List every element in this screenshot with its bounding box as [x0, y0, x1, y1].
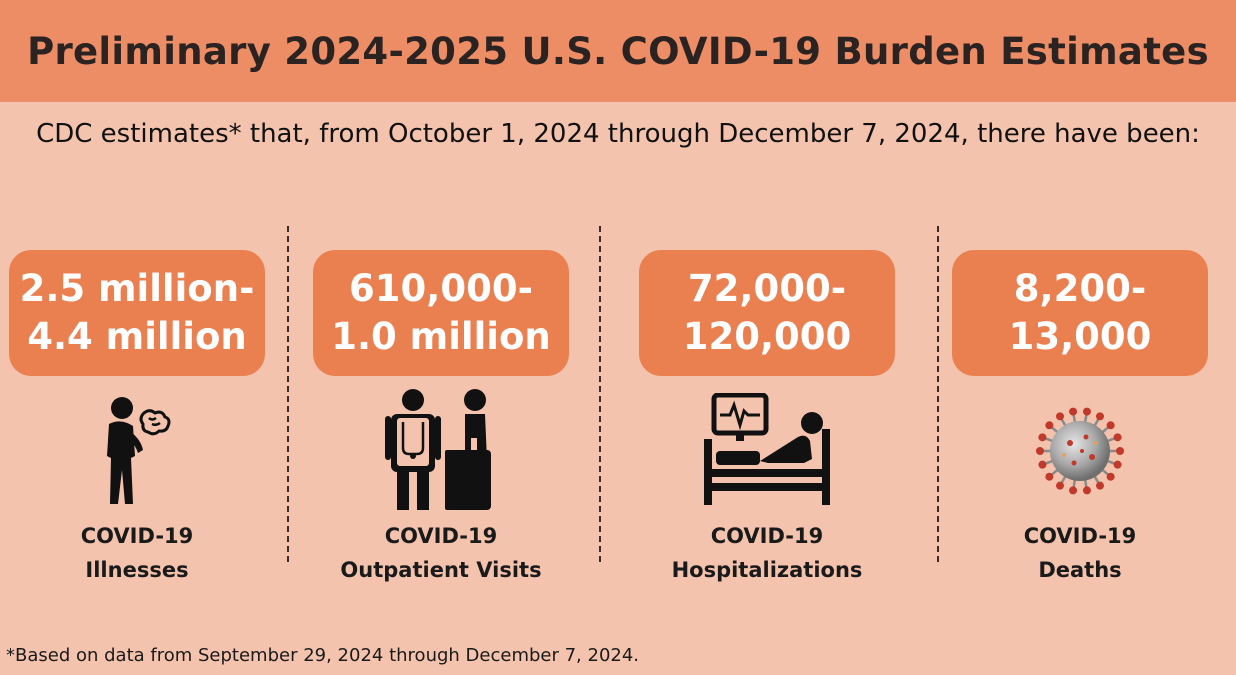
stat-label-line1: COVID-19 — [384, 524, 498, 548]
estimate-range-top: 610,000- — [349, 267, 533, 310]
estimate-pill: 610,000- 1.0 million — [313, 250, 569, 376]
stat-label: COVID-19 Deaths — [1024, 519, 1137, 587]
stat-illnesses: 2.5 million- 4.4 million COVID-19 Illnes… — [0, 250, 277, 587]
intro-text: CDC estimates* that, from October 1, 202… — [36, 119, 1200, 149]
estimate-range-top: 8,200- — [1013, 267, 1147, 310]
doctor-patient-icon — [381, 388, 501, 513]
estimate-range-top: 72,000- — [687, 267, 847, 310]
hospital-bed-icon — [702, 388, 832, 513]
sick-person-icon — [97, 388, 177, 513]
estimate-range-top: 2.5 million- — [19, 267, 255, 310]
column-divider — [599, 226, 601, 562]
estimate-range-bottom: 120,000 — [682, 315, 852, 358]
estimate-pill: 2.5 million- 4.4 million — [9, 250, 265, 376]
column-divider — [287, 226, 289, 562]
stat-label-line1: COVID-19 — [710, 524, 824, 548]
stat-label-line2: Illnesses — [85, 558, 189, 582]
stat-label-line1: COVID-19 — [1023, 524, 1137, 548]
page-title: Preliminary 2024-2025 U.S. COVID-19 Burd… — [27, 29, 1209, 73]
stat-outpatient-visits: 610,000- 1.0 million COVID-19 Outpatient… — [301, 250, 581, 587]
stat-deaths: 8,200- 13,000 COVID-19 Deaths — [940, 250, 1220, 587]
column-divider — [937, 226, 939, 562]
stat-label-line2: Outpatient Visits — [340, 558, 542, 582]
stat-label: COVID-19 Hospitalizations — [672, 519, 863, 587]
estimate-range-bottom: 4.4 million — [27, 315, 247, 358]
estimate-range-bottom: 13,000 — [1008, 315, 1152, 358]
estimate-range-bottom: 1.0 million — [331, 315, 551, 358]
virus-icon — [1034, 388, 1126, 513]
estimate-pill: 8,200- 13,000 — [952, 250, 1208, 376]
stat-label: COVID-19 Illnesses — [81, 519, 194, 587]
stat-hospitalizations: 72,000- 120,000 COVID-19 Hospitalization… — [627, 250, 907, 587]
stat-label: COVID-19 Outpatient Visits — [340, 519, 541, 587]
stat-label-line1: COVID-19 — [80, 524, 194, 548]
header-banner: Preliminary 2024-2025 U.S. COVID-19 Burd… — [0, 0, 1236, 102]
estimate-pill: 72,000- 120,000 — [639, 250, 895, 376]
stat-label-line2: Deaths — [1038, 558, 1122, 582]
footnote: *Based on data from September 29, 2024 t… — [6, 645, 640, 666]
stat-label-line2: Hospitalizations — [671, 558, 863, 582]
